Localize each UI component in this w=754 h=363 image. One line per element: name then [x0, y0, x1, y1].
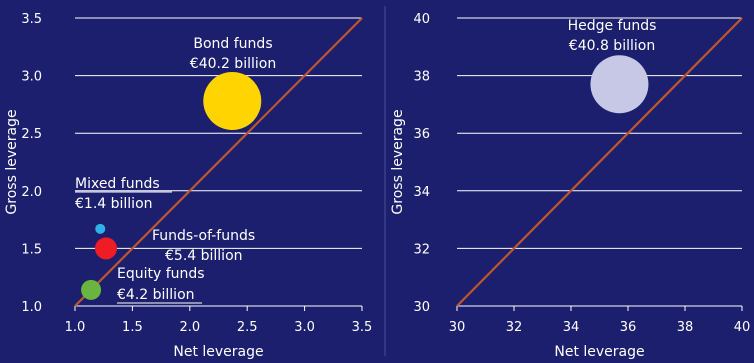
- y-tick-label: 2.5: [21, 127, 42, 142]
- diagonal-reference-line: [74, 17, 363, 307]
- x-tick-label: 3.0: [294, 320, 315, 335]
- x-tick-label: 3.5: [352, 320, 373, 335]
- y-tick-label: 40: [413, 12, 430, 27]
- x-tick-label: 2.5: [237, 320, 258, 335]
- y-tick-label: 32: [413, 242, 430, 257]
- y-tick-label: 2.0: [21, 185, 42, 200]
- point-name-label: Hedge funds: [568, 18, 657, 34]
- y-axis-title: Gross leverage: [4, 109, 20, 214]
- x-tick-label: 32: [506, 320, 523, 335]
- x-tick-label: 30: [449, 320, 466, 335]
- bubble-point: [94, 237, 117, 260]
- bubble-point: [203, 71, 262, 130]
- right-panel: 30 32 34 36 38 40 30 32 34 36 38 40 Net leverage Gros…: [384, 6, 751, 360]
- point-size-label: €40.8 billion: [569, 38, 655, 54]
- point-name-label: Bond funds: [193, 36, 272, 52]
- y-tick-label: 3.5: [21, 12, 42, 27]
- bubble-point: [95, 223, 106, 234]
- y-tick-label: 30: [413, 300, 430, 315]
- y-axis-title: Gross leverage: [390, 109, 406, 214]
- y-tick-label: 1.0: [21, 300, 42, 315]
- bubble-point: [81, 279, 102, 300]
- x-axis-title: Net leverage: [554, 344, 644, 360]
- x-tick-label: 1.0: [65, 320, 86, 335]
- point-name-label: Mixed funds: [75, 176, 160, 192]
- point-size-label: €5.4 billion: [165, 248, 243, 264]
- point-size-label: €1.4 billion: [75, 196, 153, 212]
- x-tick-label: 40: [734, 320, 751, 335]
- x-tick-label: 36: [620, 320, 637, 335]
- y-tick-label: 1.5: [21, 242, 42, 257]
- x-tick-label: 34: [563, 320, 580, 335]
- point-name-label: Equity funds: [117, 266, 205, 282]
- diagonal-reference-line: [456, 17, 743, 307]
- left-panel: 1.0 1.5 2.0 2.5 3.0 3.5 1.0 1.5 2.0 2.5 3.0 3.5 Net …: [4, 12, 372, 360]
- point-size-label: €4.2 billion: [117, 287, 195, 303]
- x-tick-label: 2.0: [179, 320, 200, 335]
- x-tick-label: 1.5: [122, 320, 143, 335]
- x-tick-label: 38: [677, 320, 694, 335]
- y-tick-label: 38: [413, 70, 430, 85]
- point-size-label: €40.2 billion: [190, 56, 276, 72]
- bubble-point: [590, 55, 649, 114]
- y-tick-label: 36: [413, 127, 430, 142]
- y-tick-label: 34: [413, 185, 430, 200]
- y-tick-label: 3.0: [21, 70, 42, 85]
- point-name-label: Funds-of-funds: [152, 228, 255, 244]
- x-axis-title: Net leverage: [173, 344, 263, 360]
